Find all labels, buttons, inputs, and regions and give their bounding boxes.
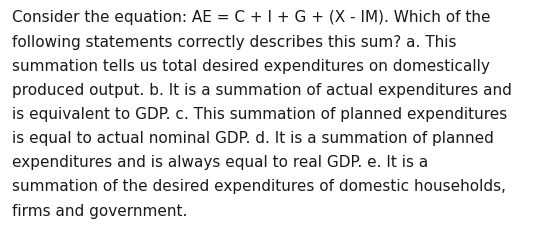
Text: Consider the equation: AE = C + I + G + (X - IM). Which of the: Consider the equation: AE = C + I + G + … — [12, 10, 491, 25]
Text: is equivalent to GDP. c. This summation of planned expenditures: is equivalent to GDP. c. This summation … — [12, 106, 508, 121]
Text: summation of the desired expenditures of domestic households,: summation of the desired expenditures of… — [12, 179, 506, 194]
Text: produced output. b. It is a summation of actual expenditures and: produced output. b. It is a summation of… — [12, 82, 512, 97]
Text: is equal to actual nominal GDP. d. It is a summation of planned: is equal to actual nominal GDP. d. It is… — [12, 131, 494, 145]
Text: following statements correctly describes this sum? a. This: following statements correctly describes… — [12, 34, 457, 49]
Text: firms and government.: firms and government. — [12, 203, 187, 218]
Text: summation tells us total desired expenditures on domestically: summation tells us total desired expendi… — [12, 58, 490, 73]
Text: expenditures and is always equal to real GDP. e. It is a: expenditures and is always equal to real… — [12, 155, 429, 169]
